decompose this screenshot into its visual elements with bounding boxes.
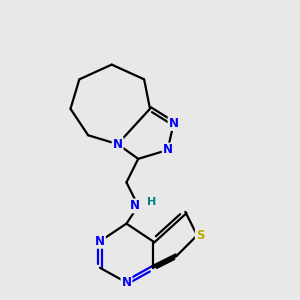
Text: N: N bbox=[163, 143, 173, 157]
Text: N: N bbox=[95, 235, 105, 248]
Text: N: N bbox=[112, 138, 123, 151]
Text: N: N bbox=[169, 117, 178, 130]
Text: S: S bbox=[196, 229, 204, 242]
Text: H: H bbox=[147, 196, 156, 206]
Text: N: N bbox=[130, 200, 140, 212]
Text: N: N bbox=[122, 276, 131, 289]
